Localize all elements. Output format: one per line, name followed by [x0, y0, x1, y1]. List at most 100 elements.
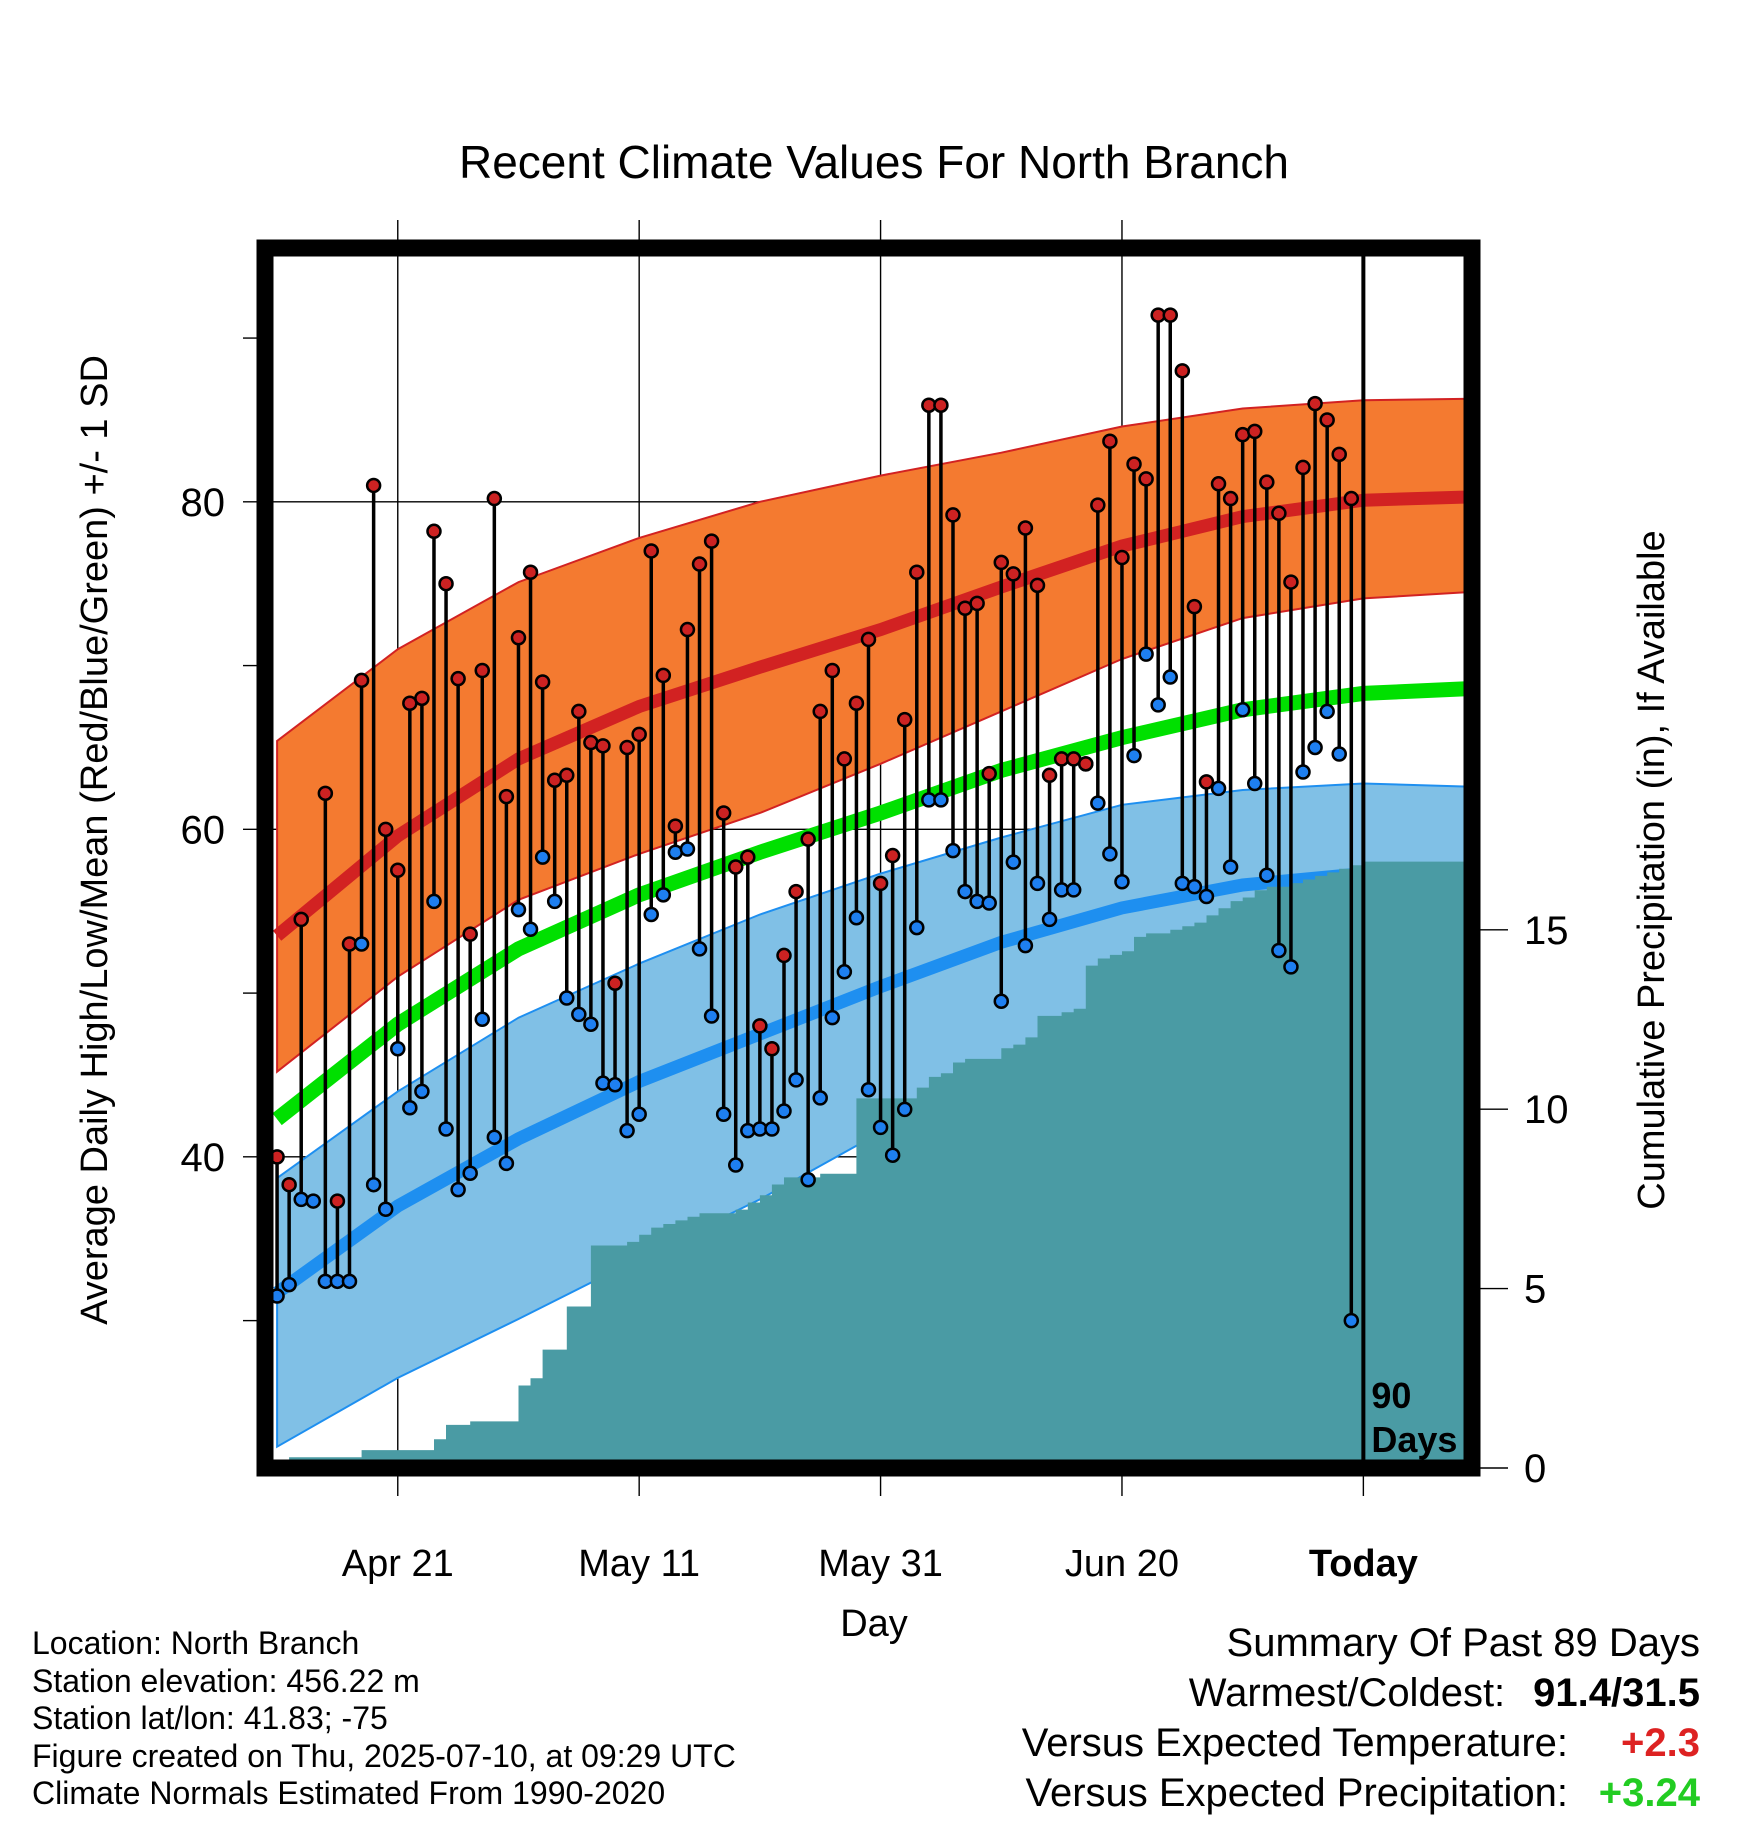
x-tick-label: Jun 20	[1065, 1543, 1179, 1585]
daily-low-point	[414, 1083, 430, 1100]
daily-high-point	[1222, 490, 1239, 507]
daily-low-point	[631, 1106, 647, 1123]
daily-high-point	[764, 1041, 780, 1057]
daily-low-point	[812, 1090, 828, 1106]
daily-low-point	[390, 1041, 406, 1057]
daily-low-point	[800, 1172, 816, 1188]
daily-high-point	[933, 397, 949, 413]
daily-low-point	[450, 1181, 466, 1198]
daily-low-point	[305, 1193, 322, 1209]
x-tick-label: Today	[1309, 1543, 1418, 1585]
daily-low-point	[1331, 746, 1347, 762]
daily-high-point	[727, 859, 744, 875]
daily-high-point	[1210, 476, 1227, 492]
daily-low-point	[341, 1273, 358, 1290]
precip-anomaly-value: +3.24	[1598, 1771, 1700, 1815]
x-tick-label: May 31	[818, 1543, 943, 1585]
precip-anomaly-row: Versus Expected Precipitation: +3.24	[1022, 1768, 1700, 1818]
daily-high-point	[1319, 412, 1335, 428]
daily-high-point	[1186, 598, 1203, 615]
station-info: Location: North Branch Station elevation…	[32, 1625, 736, 1813]
daily-low-point	[486, 1129, 503, 1145]
daily-low-point	[788, 1072, 804, 1088]
temp-anomaly-label: Versus Expected Temperature:	[1021, 1721, 1568, 1765]
daily-high-point	[474, 662, 491, 679]
daily-high-point	[1017, 520, 1034, 536]
y-left-tick-label: 60	[181, 808, 226, 852]
daily-low-point	[498, 1155, 515, 1172]
warmest-coldest-value: 91.4/31.5	[1533, 1671, 1700, 1715]
daily-low-point	[860, 1081, 877, 1098]
daily-high-point	[703, 533, 720, 549]
daily-low-point	[607, 1077, 623, 1093]
daily-high-point	[390, 862, 406, 879]
daily-low-point	[1271, 942, 1287, 959]
daily-high-point	[377, 821, 394, 838]
temp-anomaly-row: Versus Expected Temperature: +2.3	[1022, 1718, 1700, 1768]
daily-high-point	[1138, 471, 1154, 487]
x-tick-label: May 11	[578, 1543, 700, 1585]
daily-high-point	[691, 556, 708, 572]
daily-high-point	[353, 672, 370, 689]
daily-high-point	[896, 711, 913, 728]
daily-low-point	[896, 1101, 913, 1118]
daily-high-point	[1307, 395, 1323, 412]
daily-high-point	[1041, 767, 1058, 784]
daily-low-point	[377, 1201, 394, 1218]
daily-low-point	[1029, 875, 1046, 892]
y-right-tick-label: 5	[1524, 1268, 1546, 1312]
daily-high-point	[1126, 456, 1142, 472]
y-left-tick-label: 80	[181, 481, 226, 525]
daily-low-point	[1295, 764, 1311, 780]
daily-high-point	[1246, 423, 1263, 440]
daily-high-point	[426, 523, 442, 540]
daily-high-point	[631, 726, 647, 743]
daily-high-point	[812, 703, 828, 720]
daily-low-point	[510, 901, 527, 918]
daily-low-point	[1126, 747, 1142, 764]
today-marker-label: Days	[1371, 1419, 1457, 1460]
daily-low-point	[1343, 1312, 1360, 1329]
daily-high-point	[836, 751, 853, 767]
daily-high-point	[619, 739, 635, 756]
summary-heading: Summary Of Past 89 Days	[1226, 1621, 1700, 1665]
daily-high-point	[872, 875, 889, 892]
daily-high-point	[993, 554, 1010, 571]
daily-low-point	[848, 910, 865, 926]
today-marker-label: 90	[1371, 1375, 1411, 1416]
daily-high-point	[860, 631, 877, 648]
daily-low-point	[1246, 775, 1263, 792]
daily-low-point	[872, 1119, 889, 1136]
daily-low-point	[1005, 854, 1022, 870]
daily-high-point	[462, 926, 478, 942]
plot-frame	[256, 239, 1481, 1477]
daily-high-point	[1090, 497, 1106, 513]
daily-low-point	[583, 1016, 599, 1032]
daily-high-point	[510, 629, 527, 646]
created-text: Figure created on Thu, 2025-07-10, at 09…	[32, 1737, 736, 1774]
daily-high-point	[655, 667, 672, 684]
daily-high-point	[317, 785, 334, 802]
daily-high-point	[365, 477, 382, 494]
daily-high-point	[1029, 577, 1046, 594]
daily-low-point	[957, 883, 973, 900]
daily-low-point	[655, 887, 672, 903]
daily-high-point	[1295, 459, 1311, 476]
daily-high-point	[559, 767, 575, 784]
daily-low-point	[1150, 697, 1166, 713]
daily-low-point	[691, 941, 708, 957]
daily-high-point	[498, 788, 515, 805]
daily-high-point	[1078, 756, 1094, 772]
daily-low-point	[462, 1165, 478, 1181]
daily-high-point	[1271, 505, 1287, 522]
elevation-text: Station elevation: 456.22 m	[32, 1662, 420, 1699]
daily-low-point	[1210, 780, 1227, 797]
daily-low-point	[426, 893, 442, 910]
daily-high-point	[800, 831, 816, 847]
daily-low-point	[1234, 702, 1251, 718]
daily-low-point	[776, 1103, 792, 1119]
normal-mean-line	[272, 681, 1472, 1126]
daily-low-point	[1090, 795, 1106, 811]
y-right-tick-label: 15	[1524, 909, 1569, 953]
daily-high-point	[1331, 446, 1347, 463]
